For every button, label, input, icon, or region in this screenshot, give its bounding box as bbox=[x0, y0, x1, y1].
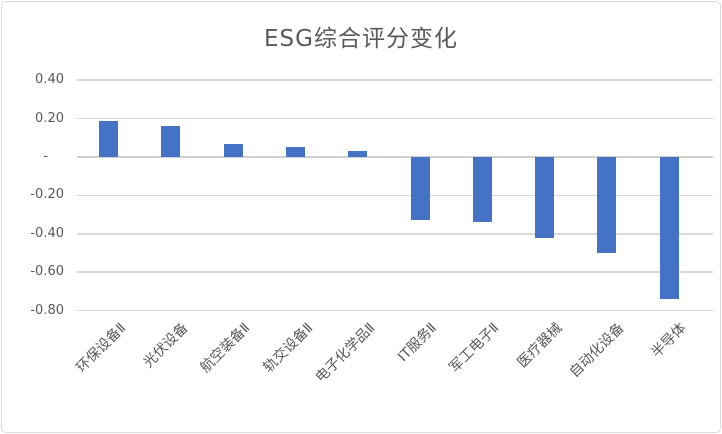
chart-title: ESG综合评分变化 bbox=[264, 26, 458, 52]
bar bbox=[659, 157, 679, 300]
bar bbox=[99, 120, 118, 157]
bar bbox=[348, 151, 368, 157]
x-axis-category-label: 电子化学品Ⅱ bbox=[312, 320, 379, 386]
x-axis-category-label: 医疗器械 bbox=[514, 320, 566, 372]
y-axis-tick-label: -0.60 bbox=[30, 264, 64, 280]
y-axis-tick-label: - bbox=[43, 149, 48, 164]
x-axis-category-label: 航空装备Ⅱ bbox=[197, 320, 254, 376]
y-axis-tick-label: -0.20 bbox=[30, 187, 64, 203]
bar bbox=[597, 157, 617, 253]
gridline bbox=[77, 271, 713, 273]
bar bbox=[285, 147, 305, 157]
gridline bbox=[77, 233, 713, 235]
x-axis-category-label: 半导体 bbox=[648, 320, 690, 362]
x-axis-category-label: 军工电子Ⅱ bbox=[446, 320, 503, 376]
x-axis-category-label: 轨交设备Ⅱ bbox=[260, 320, 316, 376]
x-axis-category-label: IT服务Ⅱ bbox=[395, 320, 441, 366]
gridline bbox=[77, 309, 713, 312]
bar bbox=[472, 157, 492, 223]
bar bbox=[410, 157, 430, 221]
x-axis-category-label: 环保设备Ⅱ bbox=[73, 320, 129, 376]
y-axis-tick-label: -0.80 bbox=[30, 302, 64, 318]
gridline bbox=[77, 117, 713, 120]
bar bbox=[223, 143, 243, 157]
bar bbox=[535, 157, 555, 238]
y-axis-tick-label: -0.40 bbox=[30, 225, 64, 241]
x-axis-zero-line bbox=[77, 156, 713, 159]
x-axis-category-label: 自动化设备 bbox=[566, 320, 628, 381]
y-axis-tick-label: 0.40 bbox=[35, 72, 64, 88]
y-axis-tick-label: 0.20 bbox=[35, 110, 64, 126]
x-axis-category-label: 光伏设备 bbox=[140, 320, 192, 372]
gridline bbox=[77, 194, 713, 197]
bar bbox=[161, 126, 181, 157]
gridline bbox=[77, 79, 713, 81]
